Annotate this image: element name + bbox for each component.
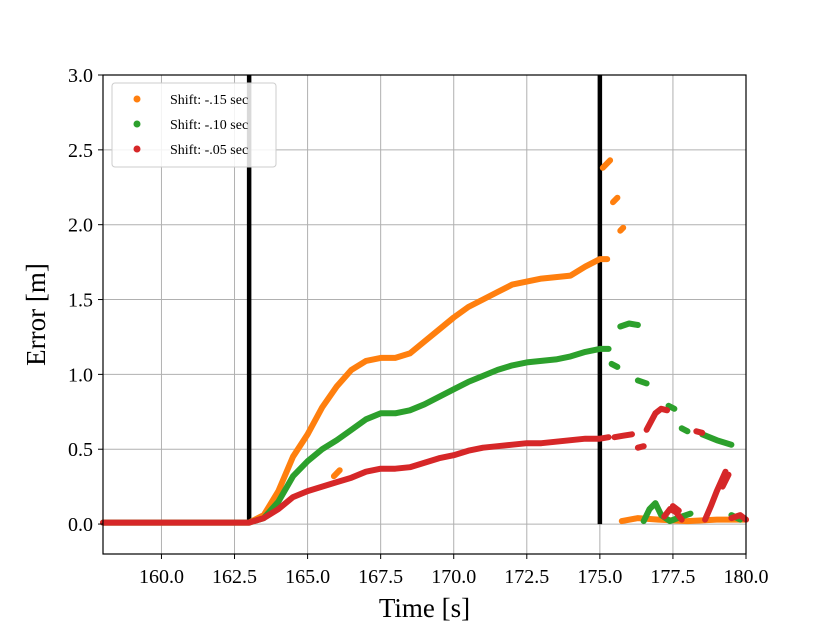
x-tick-label: 160.0 (139, 566, 184, 588)
y-tick-label: 2.0 (68, 215, 93, 237)
y-tick-label: 1.0 (68, 364, 93, 386)
x-tick-label: 167.5 (358, 566, 403, 588)
x-axis-title: Time [s] (379, 593, 470, 623)
y-tick-label: 0.5 (68, 439, 93, 461)
legend-box (111, 82, 277, 168)
series-trace (665, 402, 678, 412)
series-trace (610, 194, 621, 206)
legend-marker (133, 95, 141, 103)
y-tick-label: 3.0 (68, 65, 93, 87)
legend: Shift: -.15 sec Shift: -.10 sec Shift: -.0… (111, 82, 277, 168)
series-trace (100, 345, 612, 526)
series-trace (617, 224, 627, 234)
series-trace (702, 468, 729, 523)
legend-label: Shift: -.10 sec (170, 118, 248, 133)
y-tick-label: 0.0 (68, 514, 93, 536)
legend-marker (133, 145, 141, 153)
legend-label: Shift: -.15 sec (170, 93, 248, 108)
x-tick-label: 172.5 (504, 566, 549, 588)
y-tick-label: 1.5 (68, 290, 93, 312)
series-trace (693, 428, 706, 436)
legend-marker (133, 120, 141, 128)
series-trace (678, 425, 691, 435)
series-trace (728, 512, 749, 523)
series-trace (699, 431, 735, 448)
x-tick-label: 162.5 (212, 566, 257, 588)
data-series (100, 157, 749, 526)
axis-ticks: 160.0 162.5 165.0 167.5 170.0 172.5 175.0 177.5… (68, 65, 769, 588)
series-2 (100, 320, 744, 526)
series-3 (100, 405, 749, 526)
plot-area-frame (102, 74, 747, 555)
series-1 (100, 157, 749, 526)
series-trace (719, 471, 732, 490)
series-trace (661, 506, 685, 523)
x-tick-label: 175.0 (577, 566, 622, 588)
x-tick-label: 180.0 (724, 566, 769, 588)
x-tick-label: 165.0 (285, 566, 330, 588)
series-trace (617, 320, 641, 330)
y-axis-title: Error [m] (21, 263, 51, 366)
series-trace (669, 503, 682, 514)
series-trace (634, 377, 650, 387)
series-trace (611, 431, 635, 441)
series-trace (608, 360, 621, 370)
series-trace (100, 434, 612, 526)
series-trace (100, 256, 611, 526)
series-trace (330, 467, 343, 480)
x-tick-label: 170.0 (431, 566, 476, 588)
series-trace (599, 157, 614, 171)
legend-label: Shift: -.05 sec (170, 143, 248, 158)
y-tick-label: 2.5 (68, 140, 93, 162)
series-trace (634, 443, 647, 451)
x-tick-label: 177.5 (650, 566, 695, 588)
series-trace (643, 405, 671, 433)
